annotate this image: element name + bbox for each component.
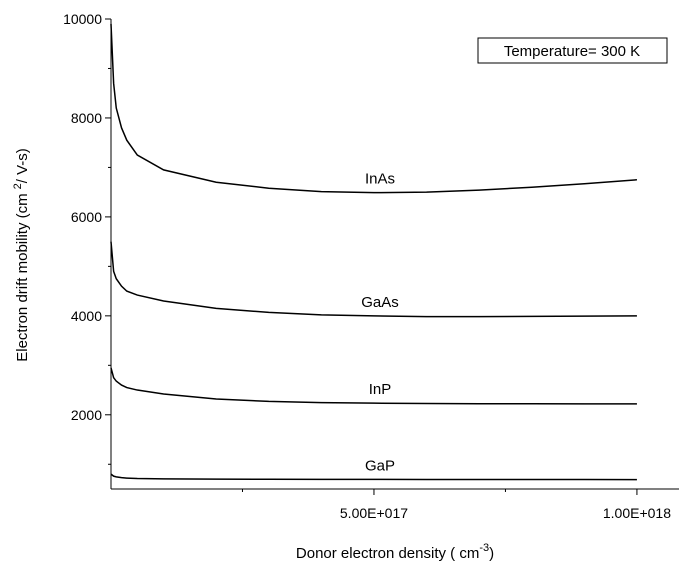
series-label: GaAs bbox=[361, 294, 399, 311]
y-tick-label: 6000 bbox=[71, 209, 102, 225]
series-label: GaP bbox=[365, 457, 395, 474]
y-tick-label: 8000 bbox=[71, 110, 102, 126]
y-axis-title: Electron drift mobility (cm 2/ V-s) bbox=[12, 148, 31, 362]
series-label: InAs bbox=[365, 171, 395, 188]
series-line bbox=[110, 367, 637, 405]
x-title-text: Donor electron density ( cm bbox=[296, 545, 479, 562]
x-tick-label: 1.00E+018 bbox=[603, 505, 671, 521]
series-line bbox=[110, 23, 637, 194]
series-line bbox=[110, 241, 637, 318]
x-title-sup: -3 bbox=[479, 542, 489, 554]
series-label: InP bbox=[369, 381, 392, 398]
x-title-end: ) bbox=[489, 545, 494, 562]
y-tick-label: 4000 bbox=[71, 308, 102, 324]
annotation-box bbox=[477, 37, 668, 64]
y-title-text: Electron drift mobility (cm bbox=[14, 193, 31, 361]
y-title-end: / V-s) bbox=[14, 148, 31, 183]
y-tick-label: 10000 bbox=[63, 11, 102, 27]
y-title-sup: 2 bbox=[12, 183, 24, 189]
y-tick-label: 2000 bbox=[71, 407, 102, 423]
x-axis-title: Donor electron density ( cm-3) bbox=[296, 542, 494, 562]
series-line bbox=[110, 473, 637, 481]
annotation: Temperature= 300 K bbox=[504, 43, 640, 60]
x-tick-label: 5.00E+017 bbox=[340, 505, 408, 521]
